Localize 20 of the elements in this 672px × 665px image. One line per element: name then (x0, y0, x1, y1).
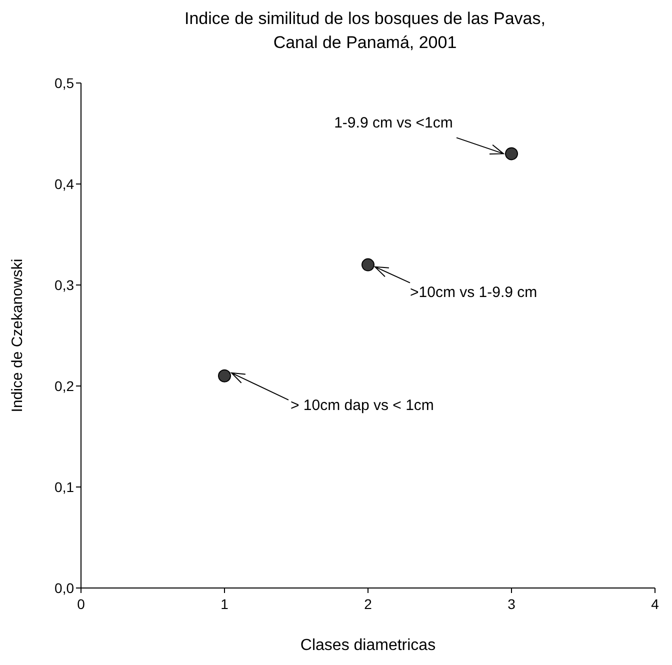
point (362, 258, 374, 272)
x-tick-label: 1 (220, 596, 229, 612)
y-tick-label: 0,0 (54, 580, 74, 596)
y-tick-label: 0,4 (54, 176, 74, 192)
point (505, 147, 518, 160)
x-tick-label: 3 (508, 596, 516, 612)
y-tick-label: 0,1 (54, 478, 74, 495)
y-axis-title: Indice de Czekanowski (9, 258, 26, 412)
chart-title: Indice de similitud de los bosques de las Pavas, Canal de Panamá, 2001 (184, 9, 546, 52)
y-tick-label: 0,2 (54, 378, 74, 394)
y-tick-label: 0,3 (54, 276, 74, 293)
annotation: >10cm vs 1-9.9 cm (410, 284, 538, 301)
annotation: 1-9.9 cm vs <1cm (334, 114, 453, 132)
x-tick-label: 0 (77, 596, 86, 612)
annotation: > 10cm dap vs < 1cm (290, 396, 434, 414)
x-axis-title: Clases diametricas (300, 637, 436, 654)
y-tick-label: 0,5 (54, 74, 74, 91)
x-tick-label: 2 (364, 596, 372, 612)
x-tick-label: 4 (651, 596, 660, 612)
point (218, 369, 231, 382)
